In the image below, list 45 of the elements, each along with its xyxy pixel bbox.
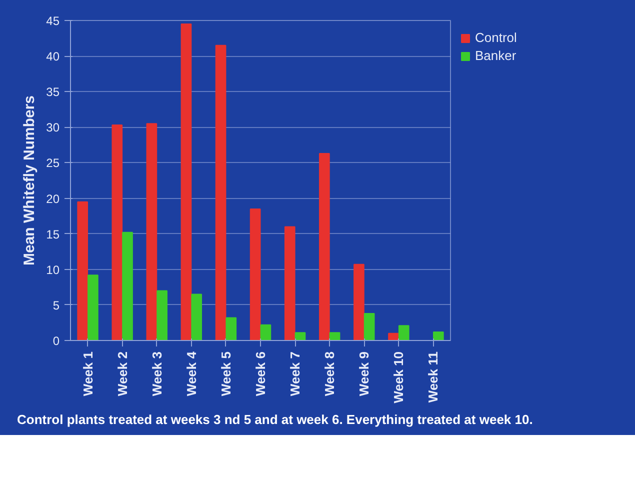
bar [398, 325, 410, 340]
bar [250, 208, 261, 340]
bar [122, 232, 133, 340]
bar [215, 44, 226, 340]
y-tick-label: 30 [46, 120, 60, 135]
y-tick-label: 45 [46, 14, 60, 28]
bar [432, 331, 444, 340]
bar [88, 274, 98, 340]
y-tick-label: 25 [46, 156, 60, 170]
bar [77, 201, 88, 340]
x-tick-label: Week 7 [288, 351, 303, 396]
x-tick-label: Week 1 [80, 351, 96, 396]
x-tick-label: Week 8 [322, 351, 338, 396]
x-tick-label: Week 2 [114, 351, 130, 396]
y-tick-label: 10 [46, 262, 60, 277]
bar [329, 332, 340, 340]
y-tick-label: 0 [52, 334, 60, 348]
bar [318, 152, 330, 340]
bar [180, 24, 192, 340]
y-tick-label: 20 [46, 192, 60, 206]
y-tick-label: 40 [46, 50, 60, 64]
y-axis-title: Mean Whitefly Numbers [21, 95, 38, 266]
text: Control plants treated at weeks 3 nd 5 and at week 6. Everything treated at week 10. [17, 411, 533, 429]
y-tick-label: 5 [52, 298, 60, 312]
bar [284, 226, 296, 340]
bar [354, 264, 364, 340]
x-tick-label: Week 9 [356, 351, 372, 396]
x-tick-label: Week 4 [184, 350, 199, 396]
x-tick-label: Week 10 [391, 352, 406, 404]
legend-label: Control [475, 30, 517, 45]
legend-label: Banker [475, 48, 516, 63]
bar [294, 332, 306, 340]
x-tick-label: Week 5 [218, 351, 234, 396]
bar [364, 312, 375, 340]
y-tick-label: 15 [46, 227, 60, 242]
bar [156, 290, 168, 340]
x-tick-label: Week 6 [253, 351, 268, 396]
x-tick-label: Week 11 [426, 351, 441, 403]
bar [146, 123, 158, 340]
y-tick-label: 35 [46, 85, 60, 100]
bar [112, 124, 123, 340]
bar [191, 294, 202, 340]
bar [226, 317, 237, 340]
x-tick-label: Week 3 [149, 351, 164, 396]
bar [260, 324, 272, 340]
